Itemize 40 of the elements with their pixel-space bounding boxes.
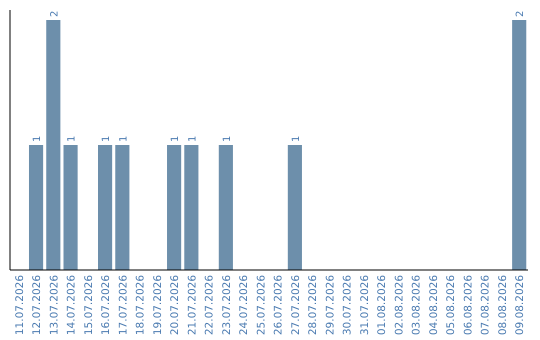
x-tick-label: 02.08.2026 <box>393 274 406 336</box>
data-label: 1 <box>290 136 302 142</box>
data-label: 1 <box>187 136 198 142</box>
x-tick-label: 29.07.2026 <box>324 274 336 336</box>
data-label: 1 <box>66 136 78 142</box>
data-label: 1 <box>32 136 44 142</box>
x-tick-label: 12.07.2026 <box>31 274 44 336</box>
x-tick-label: 25.07.2026 <box>255 274 268 336</box>
x-tick-label: 08.08.2026 <box>496 274 509 336</box>
data-label: 1 <box>170 136 182 142</box>
x-tick-label: 13.07.2026 <box>48 274 60 336</box>
x-tick-label: 19.07.2026 <box>152 274 164 336</box>
x-tick-label: 01.08.2026 <box>376 274 388 336</box>
x-tick-label: 20.07.2026 <box>169 274 182 336</box>
x-tick-label: 27.07.2026 <box>290 274 302 336</box>
x-tick-label: 31.07.2026 <box>358 274 371 336</box>
x-tick-label: 28.07.2026 <box>307 274 320 336</box>
x-tick-label: 21.07.2026 <box>186 274 198 336</box>
x-tick-label: 30.07.2026 <box>342 274 354 336</box>
x-tick-label: 04.08.2026 <box>428 274 440 336</box>
data-label: 1 <box>101 136 112 142</box>
data-label: 2 <box>49 10 60 17</box>
x-tick-label: 14.07.2026 <box>66 274 78 336</box>
x-tick-label: 16.07.2026 <box>100 274 112 336</box>
x-tick-label: 09.08.2026 <box>514 274 526 336</box>
x-tick-label: 23.07.2026 <box>220 274 233 336</box>
x-tick-label: 24.07.2026 <box>238 274 250 336</box>
x-tick-label: 06.08.2026 <box>462 274 474 336</box>
x-tick-label: 17.07.2026 <box>117 274 130 336</box>
x-tick-label: 11.07.2026 <box>14 274 26 336</box>
data-label: 1 <box>222 136 233 142</box>
x-tick-label: 26.07.2026 <box>272 274 285 336</box>
x-tick-label: 15.07.2026 <box>82 274 95 336</box>
data-label: 2 <box>515 10 526 17</box>
x-tick-label: 18.07.2026 <box>134 274 147 336</box>
x-tick-label: 07.08.2026 <box>480 274 492 336</box>
x-tick-label: 03.08.2026 <box>410 274 423 336</box>
x-tick-label: 05.08.2026 <box>445 274 458 336</box>
data-label: 1 <box>118 136 130 142</box>
x-tick-label: 22.07.2026 <box>204 274 216 336</box>
